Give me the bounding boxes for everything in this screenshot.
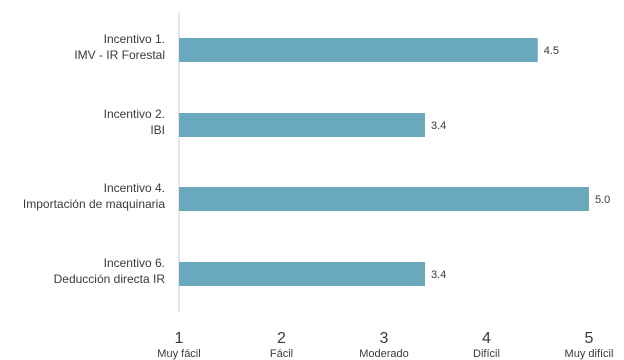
- category-label-2: Incentivo 2. IBI: [104, 107, 165, 137]
- bar-3: [179, 187, 589, 211]
- category-label-line: Incentivo 4.: [104, 181, 165, 195]
- x-tick-number-1: 1: [175, 330, 184, 347]
- x-tick-label-2: Fácil: [270, 348, 293, 360]
- x-tick-label-4: Difícil: [473, 348, 500, 360]
- value-label-3: 5.0: [595, 194, 610, 206]
- x-tick-number-2: 2: [277, 330, 286, 347]
- value-label-1: 4.5: [544, 45, 559, 57]
- category-label-line: IMV - IR Forestal: [74, 48, 165, 62]
- x-tick-label-1: Muy fácil: [157, 348, 200, 360]
- category-label-line: Incentivo 6.: [104, 256, 165, 270]
- category-label-line: Importación de maquinaria: [23, 197, 165, 211]
- category-label-1: Incentivo 1. IMV - IR Forestal: [74, 32, 165, 62]
- bar-2: [179, 113, 425, 137]
- bar-4: [179, 262, 425, 286]
- x-tick-number-5: 5: [585, 330, 594, 347]
- x-tick-label-3: Moderado: [359, 348, 409, 360]
- category-label-line: IBI: [150, 123, 165, 137]
- category-label-line: Incentivo 1.: [104, 32, 165, 46]
- category-label-line: Deducción directa IR: [54, 272, 166, 286]
- value-label-2: 3.4: [431, 120, 446, 132]
- bar-1: [179, 38, 538, 62]
- x-tick-label-5: Muy difícil: [565, 348, 614, 360]
- category-label-4: Incentivo 6. Deducción directa IR: [54, 256, 166, 286]
- category-label-line: Incentivo 2.: [104, 107, 165, 121]
- x-tick-number-3: 3: [380, 330, 389, 347]
- category-label-3: Incentivo 4. Importación de maquinaria: [23, 181, 165, 211]
- x-tick-number-4: 4: [482, 330, 491, 347]
- value-label-4: 3.4: [431, 269, 446, 281]
